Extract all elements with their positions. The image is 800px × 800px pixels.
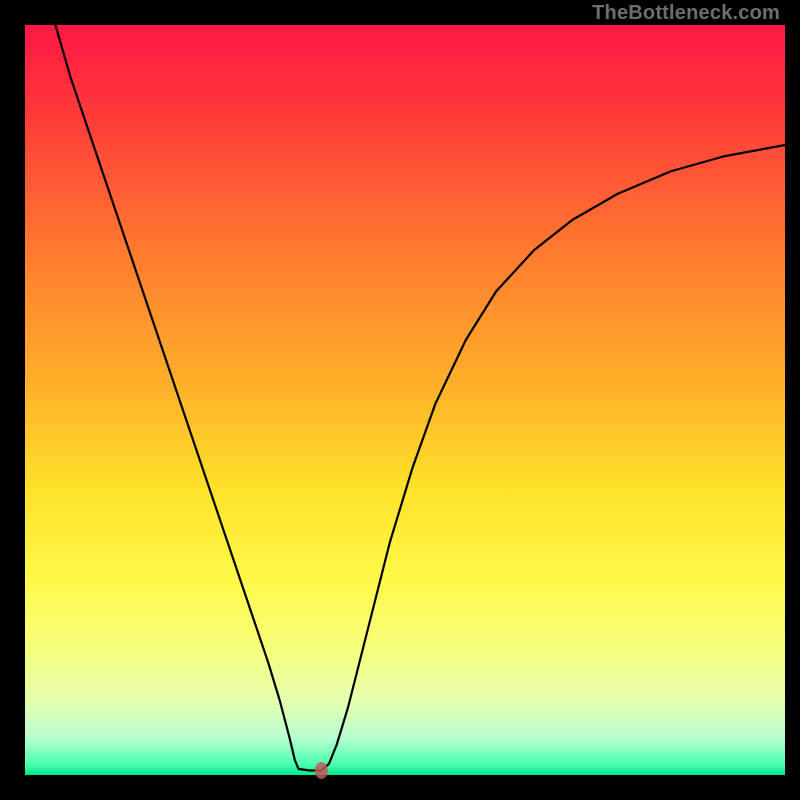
chart-frame: TheBottleneck.com bbox=[0, 0, 800, 800]
gradient-background bbox=[25, 25, 785, 775]
optimal-point-marker bbox=[315, 762, 328, 779]
bottleneck-curve-chart bbox=[0, 0, 800, 800]
watermark-text: TheBottleneck.com bbox=[592, 2, 780, 25]
